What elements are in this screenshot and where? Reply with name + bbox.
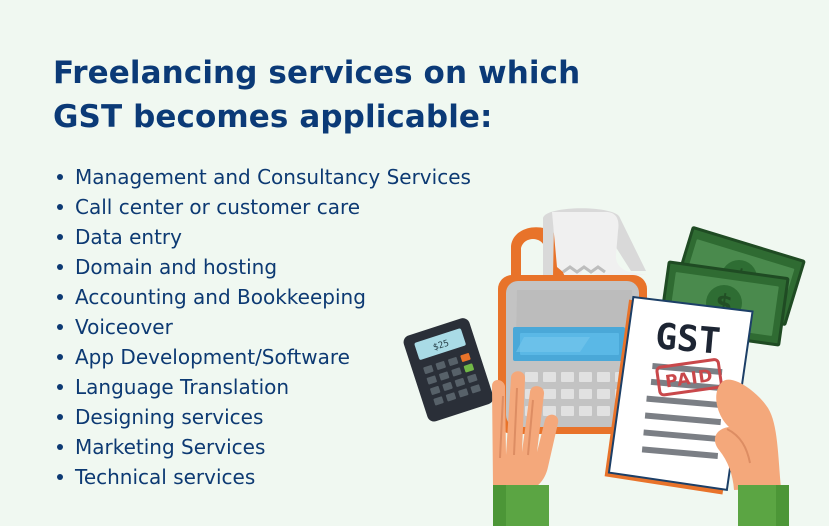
- service-management-consultancy: Management and Consultancy Services: [54, 162, 534, 192]
- bullet-icon: [57, 474, 63, 480]
- service-label: Management and Consultancy Services: [75, 165, 471, 189]
- service-label: App Development/Software: [75, 345, 350, 369]
- bullet-icon: [57, 414, 63, 420]
- svg-text:$: $: [726, 262, 751, 295]
- title-line-2: GST becomes applicable:: [53, 99, 493, 135]
- page-title: Freelancing services on which GST become…: [53, 51, 613, 139]
- service-domain-hosting: Domain and hosting: [54, 252, 534, 282]
- service-app-development: App Development/Software: [54, 342, 534, 372]
- service-label: Technical services: [75, 465, 256, 489]
- service-language-translation: Language Translation: [54, 372, 534, 402]
- service-label: Voiceover: [75, 315, 173, 339]
- bullet-icon: [57, 324, 63, 330]
- service-label: Marketing Services: [75, 435, 266, 459]
- service-technical: Technical services: [54, 462, 534, 492]
- service-voiceover: Voiceover: [54, 312, 534, 342]
- service-label: Domain and hosting: [75, 255, 278, 279]
- bullet-icon: [57, 234, 63, 240]
- service-call-center: Call center or customer care: [54, 192, 534, 222]
- service-label: Accounting and Bookkeeping: [75, 285, 366, 309]
- right-hand-icon: [714, 379, 789, 526]
- bullet-icon: [57, 264, 63, 270]
- service-label: Language Translation: [75, 375, 290, 399]
- service-designing: Designing services: [54, 402, 534, 432]
- service-label: Call center or customer care: [75, 195, 361, 219]
- service-label: Designing services: [75, 405, 264, 429]
- bullet-icon: [57, 204, 63, 210]
- service-label: Data entry: [75, 225, 182, 249]
- paid-stamp: PAID: [664, 366, 715, 393]
- bullet-icon: [57, 384, 63, 390]
- gst-services-list: Management and Consultancy Services Call…: [54, 162, 534, 492]
- document-title: GST: [654, 316, 722, 363]
- bullet-icon: [57, 444, 63, 450]
- service-accounting-bookkeeping: Accounting and Bookkeeping: [54, 282, 534, 312]
- bullet-icon: [57, 174, 63, 180]
- gst-document-icon: GST PAID: [604, 295, 754, 495]
- bullet-icon: [57, 354, 63, 360]
- bullet-icon: [57, 294, 63, 300]
- title-line-1: Freelancing services on which: [53, 55, 581, 91]
- service-data-entry: Data entry: [54, 222, 534, 252]
- money-icon: $ $: [658, 226, 806, 347]
- svg-text:$: $: [713, 288, 734, 319]
- service-marketing: Marketing Services: [54, 432, 534, 462]
